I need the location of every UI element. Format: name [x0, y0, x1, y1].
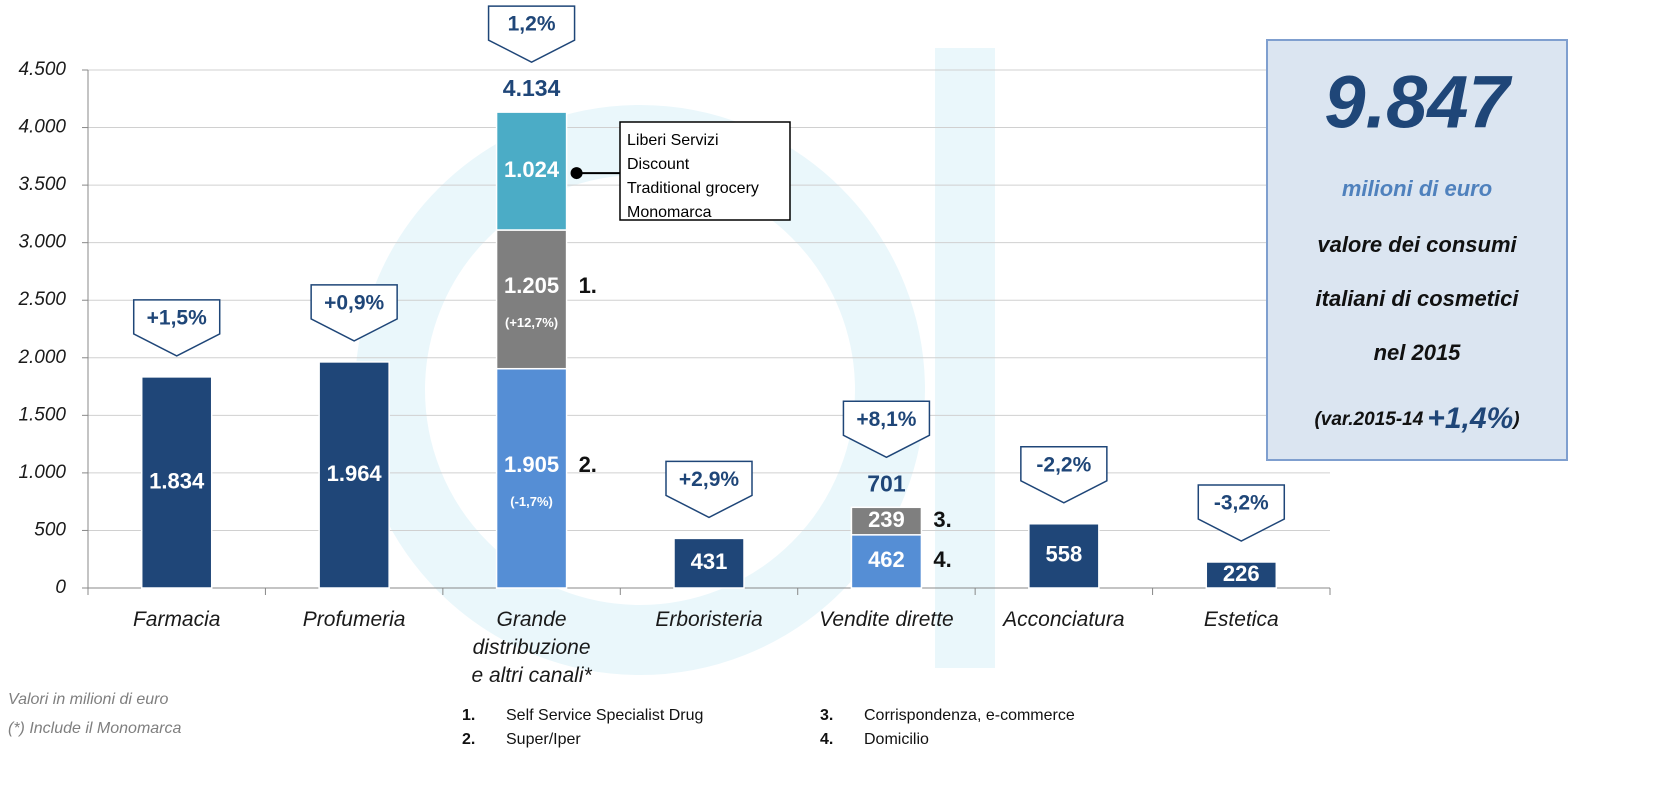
growth-badge: [487, 5, 576, 63]
total-label: 701: [867, 470, 906, 496]
summary-value: 9.847: [1324, 61, 1513, 144]
legend-text: Domicilio: [864, 731, 929, 748]
data-label: 1.024: [504, 157, 560, 182]
legend-number: 3.: [820, 707, 833, 724]
y-tick-label: 4.500: [18, 59, 66, 80]
callout-line-text: Liberi Servizi: [627, 132, 719, 149]
y-tick-label: 1.000: [18, 462, 66, 483]
data-label: 1.205: [504, 273, 559, 298]
bar-segment: [318, 361, 390, 589]
growth-label: +2,9%: [679, 468, 739, 491]
y-tick-label: 0: [55, 577, 66, 598]
y-tick-label: 500: [34, 519, 66, 540]
growth-label: 1,2%: [508, 13, 556, 36]
callout-line-text: Monomarca: [627, 204, 712, 221]
legend-number: 4.: [820, 731, 833, 748]
footnote: Valori in milioni di euro: [8, 691, 168, 708]
data-label: 1.834: [149, 468, 205, 493]
bar-segment: [495, 111, 568, 231]
data-label: 431: [691, 549, 728, 574]
summary-change: +1,4%: [1427, 402, 1513, 435]
growth-badge: [1020, 446, 1108, 504]
y-tick-label: 1.500: [18, 404, 66, 425]
data-label: 239: [868, 507, 905, 532]
legend-text: Super/Iper: [506, 731, 581, 748]
legend-text: Corrispondenza, e-commerce: [864, 707, 1075, 724]
x-tick-label: Grande distribuzione e altri canali*: [471, 608, 592, 687]
growth-badge: [1197, 484, 1286, 542]
legend-number: 1.: [462, 707, 475, 724]
bar-segment: [495, 367, 568, 589]
growth-label: -2,2%: [1036, 453, 1091, 476]
bar-segment: [1028, 523, 1100, 589]
y-tick-label: 3.000: [18, 232, 66, 253]
y-tick-label: 2.500: [17, 289, 66, 310]
data-label: 1.905: [504, 452, 559, 477]
x-tick-label: Estetica: [1203, 608, 1279, 631]
bar-segment: [850, 534, 923, 589]
y-tick-label: 3.500: [18, 174, 66, 195]
bar-segment: [495, 229, 568, 370]
segment-marker: 4.: [933, 547, 951, 572]
summary-line: italiani di cosmetici: [1316, 286, 1520, 311]
summary-change-prefix: (var.2015-14: [1314, 409, 1423, 430]
x-tick-label: Acconciatura: [1003, 608, 1125, 631]
footnote: (*) Include il Monomarca: [8, 720, 182, 737]
bar-segment: [1205, 561, 1278, 589]
growth-label: +1,5%: [147, 306, 207, 329]
data-label: 1.964: [327, 461, 383, 486]
data-label: 462: [868, 547, 905, 572]
data-label: 558: [1045, 542, 1082, 567]
data-label: 226: [1223, 561, 1260, 586]
summary-change-suffix: ): [1511, 409, 1519, 430]
summary-line: valore dei consumi: [1317, 232, 1517, 257]
segment-marker: 1.: [579, 273, 597, 298]
legend-number: 2.: [462, 731, 475, 748]
x-tick-label: Vendite dirette: [819, 608, 954, 631]
segment-marker: 2.: [579, 452, 597, 477]
callout-line-text: Discount: [627, 156, 690, 173]
summary-unit: milioni di euro: [1342, 176, 1492, 201]
summary-change-line: (var.2015-14 +1,4%): [1314, 402, 1519, 435]
segment-marker: 3.: [933, 507, 951, 532]
bar-segment: [850, 506, 923, 536]
callout-box: [619, 121, 791, 221]
x-tick-label: Erboristeria: [655, 608, 763, 631]
callout-line-text: Traditional grocery: [627, 180, 759, 197]
bar-segment: [673, 537, 745, 589]
growth-badge: [310, 284, 398, 342]
x-tick-label: Profumeria: [302, 608, 406, 631]
growth-badge: [132, 299, 221, 357]
legend-text: Self Service Specialist Drug: [506, 707, 703, 724]
total-label: 4.134: [503, 75, 561, 101]
growth-label: +8,1%: [856, 408, 916, 431]
y-tick-label: 2.000: [17, 347, 66, 368]
growth-badge: [842, 400, 931, 459]
data-note: (+12,7%): [505, 315, 558, 330]
summary-line: nel 2015: [1374, 340, 1462, 365]
y-tick-label: 4.000: [18, 117, 66, 138]
growth-badge: [665, 460, 753, 519]
growth-label: -3,2%: [1214, 492, 1269, 515]
bar-segment: [140, 376, 213, 589]
growth-label: +0,9%: [324, 291, 384, 314]
data-note: (-1,7%): [510, 494, 553, 509]
summary-box: [1266, 39, 1568, 461]
x-tick-label: Farmacia: [132, 608, 221, 631]
